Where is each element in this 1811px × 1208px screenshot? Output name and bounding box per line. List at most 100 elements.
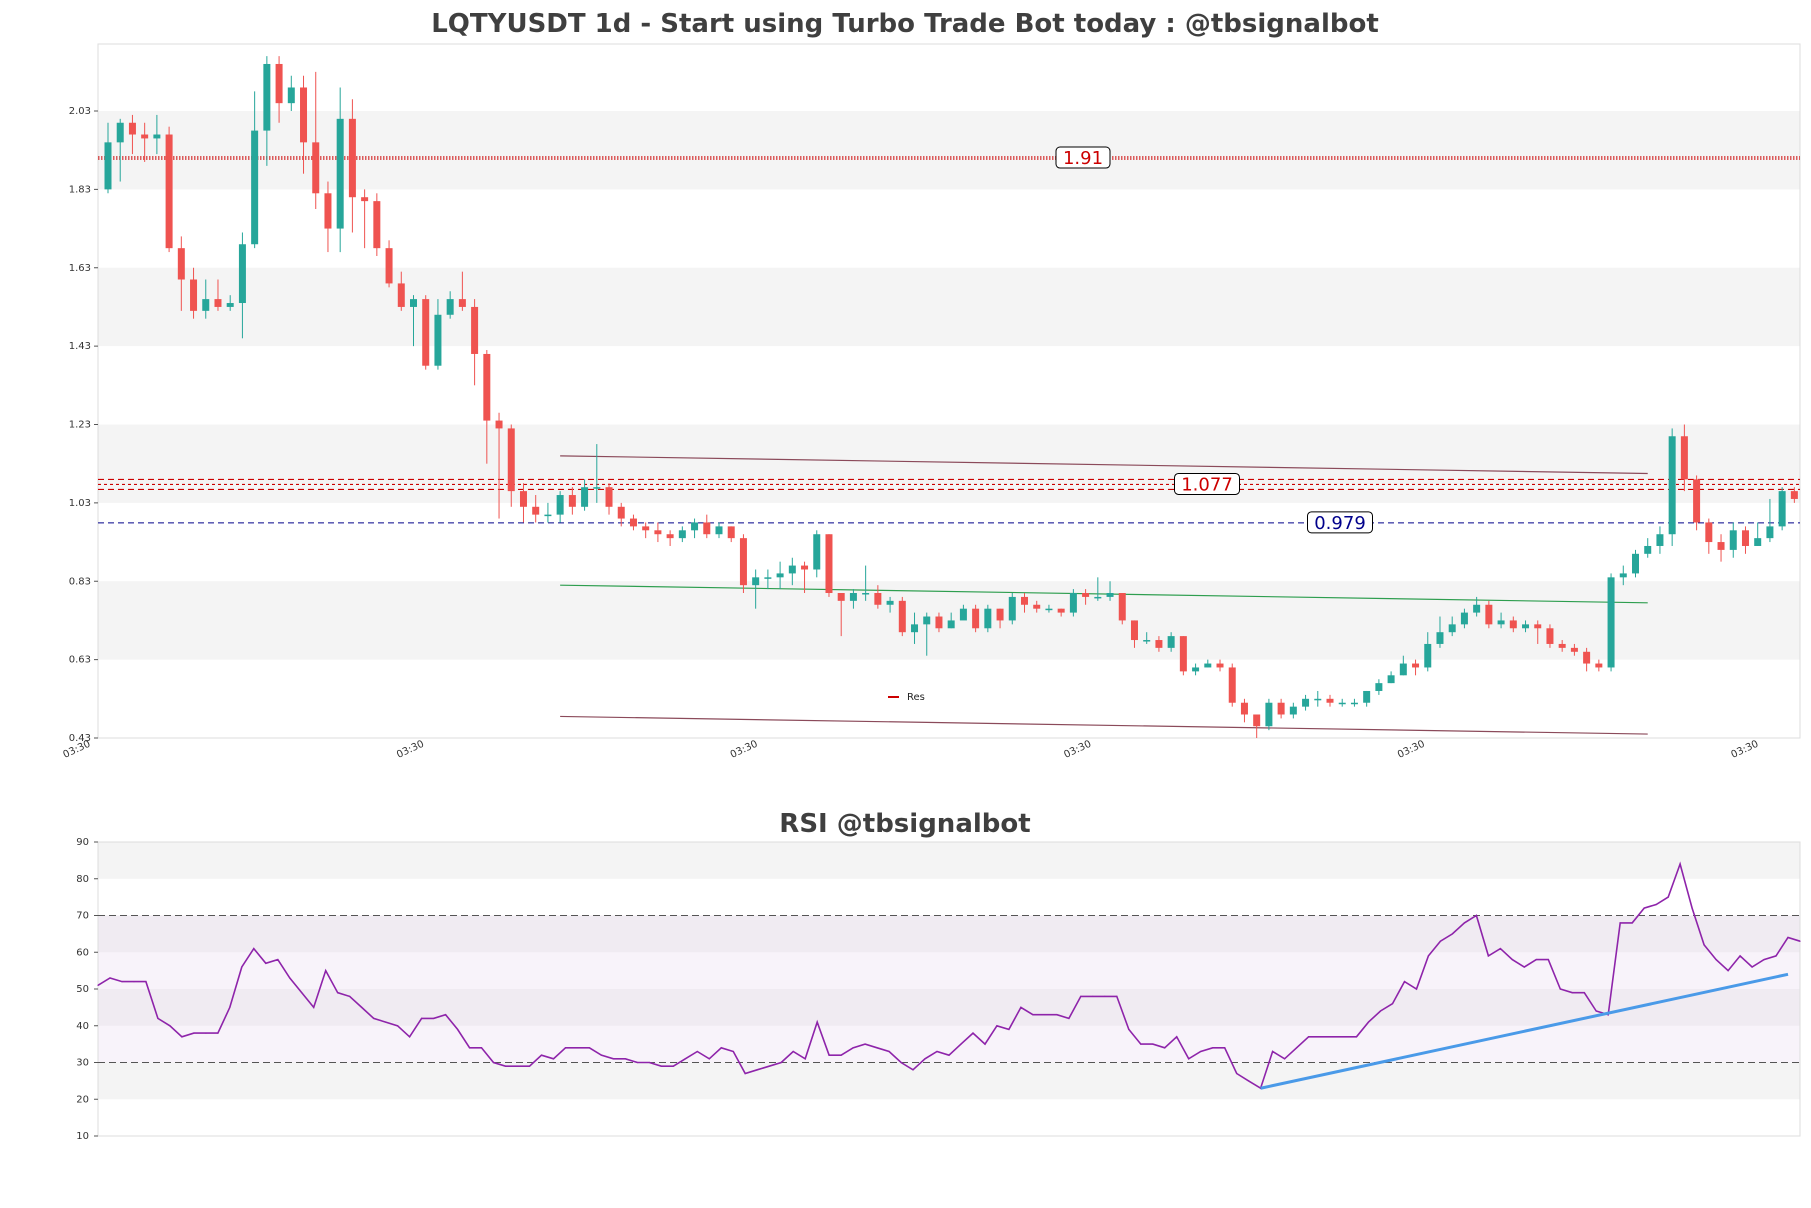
rsi-point	[768, 1065, 770, 1067]
candle-body	[654, 530, 662, 535]
candle	[801, 561, 809, 594]
candle-body	[849, 593, 857, 601]
candle-body	[434, 314, 442, 366]
candle	[214, 279, 222, 311]
candle-body	[226, 303, 234, 307]
candle	[1595, 659, 1603, 672]
y-tick-label: 80	[76, 874, 89, 885]
candle-body	[1534, 624, 1542, 629]
candle-body	[1069, 593, 1077, 613]
candle-body	[1057, 608, 1065, 613]
candle-body	[1082, 593, 1090, 597]
rsi-point	[540, 1054, 543, 1056]
candle	[1155, 636, 1163, 652]
candle	[568, 487, 576, 515]
rsi-point	[1068, 1017, 1070, 1020]
candle	[972, 604, 980, 633]
candle	[275, 56, 283, 123]
candle-body	[666, 534, 674, 539]
candle	[727, 526, 735, 543]
candle	[935, 612, 943, 633]
candle	[1179, 636, 1187, 676]
rsi-point	[660, 1065, 662, 1067]
rsi-point	[1104, 995, 1106, 997]
rsi-point	[1499, 947, 1501, 950]
rsi-point	[996, 1025, 998, 1027]
candle-body	[532, 506, 540, 515]
rsi-series	[97, 861, 1801, 1090]
rsi-point	[816, 1021, 818, 1023]
candle-body	[764, 577, 772, 579]
candle	[336, 87, 344, 253]
rsi-point	[349, 995, 351, 997]
candle-body	[1412, 663, 1420, 668]
rsi-point	[313, 1006, 315, 1008]
candle-body	[507, 428, 515, 492]
candle-body	[1155, 640, 1163, 648]
candle	[422, 295, 430, 370]
candle-body	[1741, 530, 1749, 546]
rsi-point	[1080, 995, 1082, 997]
rsi-point	[744, 1072, 746, 1075]
candle	[385, 240, 393, 288]
candle	[776, 561, 784, 590]
rsi-point	[1523, 966, 1525, 968]
rsi-point	[1032, 1014, 1034, 1016]
candlestick-series	[104, 56, 1798, 738]
candle-body	[410, 299, 417, 307]
main-trendlines	[560, 455, 1648, 735]
rsi-point	[948, 1054, 950, 1056]
rsi-point	[1655, 903, 1657, 906]
candle-body	[1277, 702, 1285, 715]
candle-body	[813, 534, 821, 570]
candle-body	[214, 299, 222, 307]
candle	[984, 604, 992, 633]
trendline	[560, 715, 1648, 735]
candle-body	[617, 506, 625, 519]
candle-body	[739, 538, 747, 586]
candle	[911, 612, 919, 644]
candle	[348, 99, 356, 233]
candle	[312, 71, 320, 209]
candle-body	[116, 122, 124, 143]
candle	[1277, 698, 1285, 719]
candle	[788, 557, 796, 586]
candle-body	[1204, 663, 1212, 668]
level-label-box	[1174, 472, 1240, 495]
rsi-point	[1475, 914, 1477, 917]
candle	[471, 299, 479, 386]
rsi-point	[624, 1058, 626, 1060]
candle-body	[1656, 534, 1664, 546]
candle-body	[324, 193, 332, 229]
rsi-point	[504, 1065, 507, 1067]
candle	[923, 612, 931, 656]
candle-body	[1008, 596, 1016, 621]
rsi-point	[1176, 1036, 1178, 1038]
candle	[1130, 620, 1138, 648]
candle	[1106, 581, 1114, 601]
candle	[1790, 487, 1798, 503]
grid-band	[98, 267, 1800, 347]
y-tick-label: 0.63	[69, 655, 91, 666]
rsi-point	[876, 1047, 878, 1049]
rsi-point	[828, 1054, 830, 1056]
rsi-point	[516, 1065, 519, 1067]
candle-body	[1253, 714, 1261, 727]
candle	[519, 483, 527, 523]
rsi-point	[97, 984, 99, 986]
candle	[1240, 698, 1248, 723]
candle-body	[1289, 706, 1297, 715]
candle	[1399, 655, 1407, 676]
rsi-point	[1667, 896, 1669, 898]
y-tick-label: 70	[76, 911, 89, 922]
rsi-point	[1751, 966, 1753, 968]
rsi-point	[1164, 1047, 1166, 1049]
candle	[1350, 698, 1358, 707]
rsi-point	[169, 1025, 171, 1027]
candle-body	[336, 118, 344, 229]
candle	[1192, 663, 1200, 676]
candle-body	[1350, 702, 1358, 705]
rsi-point	[864, 1043, 866, 1045]
candle	[141, 122, 149, 162]
candle-body	[801, 565, 809, 570]
